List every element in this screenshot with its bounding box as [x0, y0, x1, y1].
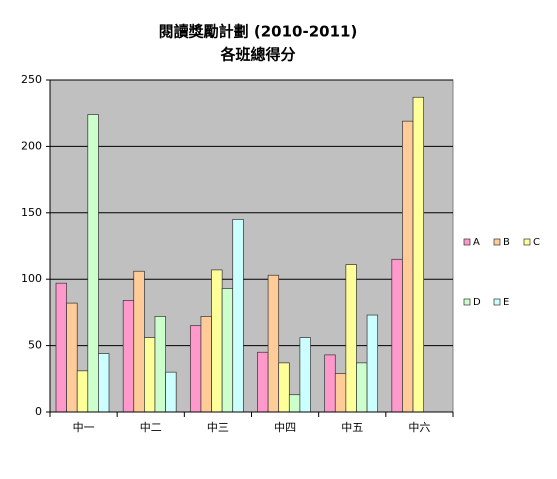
x-tick-label: 中四: [274, 421, 296, 434]
legend-label: C: [533, 237, 540, 248]
bar: [391, 258, 403, 413]
bar: [165, 371, 177, 413]
x-tick-label: 中一: [73, 421, 95, 434]
bar: [334, 373, 347, 413]
legend-label: D: [473, 297, 481, 308]
bar: [200, 316, 212, 413]
bar: [257, 351, 269, 413]
bar: [133, 270, 145, 413]
y-tick-label: 200: [21, 139, 42, 152]
bar: [221, 288, 234, 413]
bar: [288, 394, 301, 413]
bar: [55, 282, 67, 413]
legend-swatch: [463, 238, 471, 246]
bar: [299, 337, 311, 413]
bar: [211, 269, 223, 413]
x-tick-label: 中三: [207, 421, 229, 434]
legend-label: E: [503, 297, 509, 308]
bar: [154, 316, 166, 413]
bar: [66, 302, 78, 413]
chart-title: 閱讀獎勵計劃 (2010-2011): [159, 23, 358, 41]
y-tick-label: 250: [21, 73, 42, 86]
legend-swatch: [493, 238, 501, 246]
y-tick-label: 50: [28, 339, 42, 352]
plot-area: [49, 79, 454, 413]
bar: [412, 96, 424, 413]
y-tick-label: 100: [21, 272, 42, 285]
bar: [345, 264, 357, 413]
legend-swatch: [493, 298, 501, 306]
bar: [366, 314, 379, 413]
legend-swatch: [463, 298, 471, 306]
bar: [402, 120, 414, 413]
bar: [278, 362, 290, 413]
x-tick-label: 中二: [140, 421, 162, 434]
y-tick-label: 150: [21, 206, 42, 219]
legend-label: A: [473, 237, 480, 248]
bar: [267, 274, 280, 413]
bar: [76, 370, 89, 413]
bar: [144, 337, 156, 413]
legend-swatch: [523, 238, 531, 246]
bar: [189, 325, 202, 413]
x-tick-label: 中六: [408, 421, 430, 434]
bar: [98, 353, 110, 413]
bar: [324, 354, 336, 413]
bar: [122, 300, 135, 413]
bar: [87, 114, 99, 413]
y-tick-label: 0: [35, 405, 42, 418]
bar: [356, 362, 368, 413]
x-tick-label: 中五: [341, 421, 363, 434]
bar: [232, 219, 244, 413]
chart-subtitle: 各班總得分: [219, 46, 295, 64]
legend-label: B: [503, 237, 510, 248]
